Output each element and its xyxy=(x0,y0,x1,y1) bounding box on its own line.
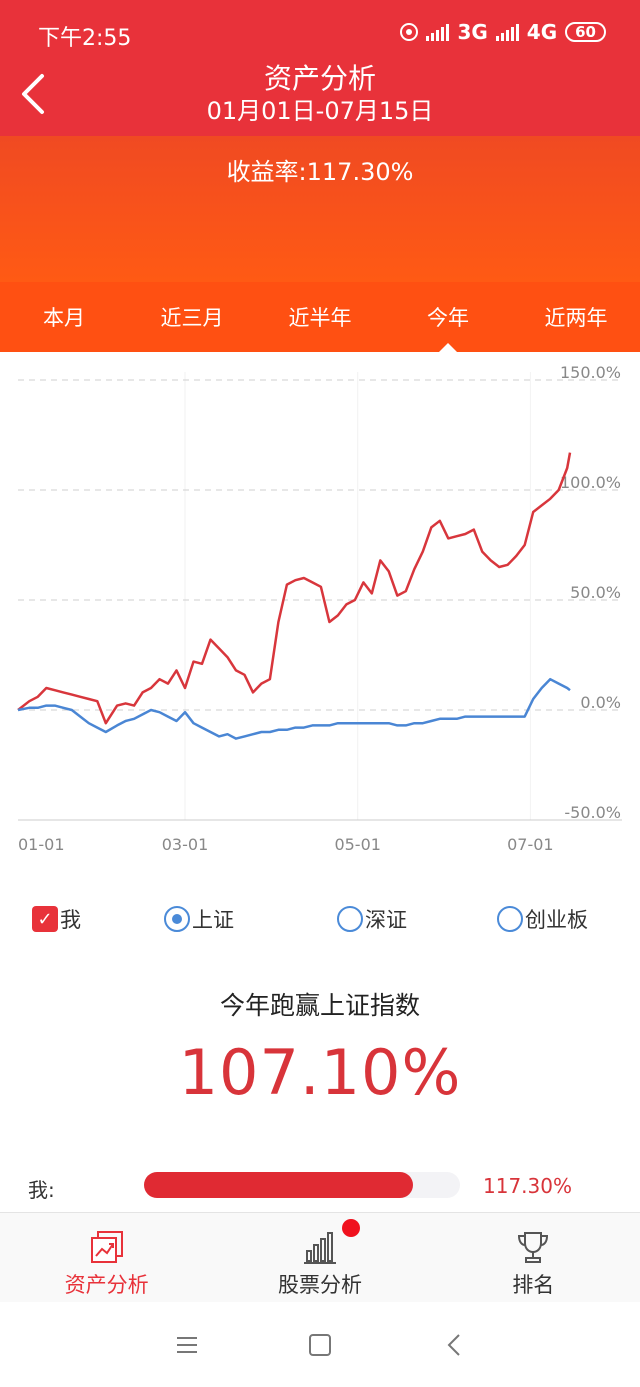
menu-icon[interactable] xyxy=(172,1330,202,1360)
status-indicators: 3G 4G 60 xyxy=(400,20,606,44)
legend-shenzhen[interactable]: 深证 xyxy=(337,904,407,934)
date-range: 01月01日-07月15日 xyxy=(206,97,434,125)
nav-ranking-label: 排名 xyxy=(512,1273,555,1297)
back-arrow-icon[interactable] xyxy=(12,68,60,116)
checkbox-checked-icon[interactable]: ✓ xyxy=(32,906,58,932)
nav-asset-analysis-label: 资产分析 xyxy=(64,1273,149,1297)
compare-bar-track xyxy=(144,1172,460,1198)
legend-chinext-label: 创业板 xyxy=(525,908,588,932)
tab-two-years[interactable]: 近两年 xyxy=(544,306,608,330)
legend-me[interactable]: ✓ 我 xyxy=(32,904,81,934)
beat-index-value: 107.10% xyxy=(178,1036,462,1109)
tab-this-year[interactable]: 今年 xyxy=(384,282,512,353)
period-tabs: 本月 近三月 近半年 今年 近两年 xyxy=(0,282,640,353)
bar-chart-icon xyxy=(303,1232,336,1264)
y-tick-label: 150.0% xyxy=(560,363,621,382)
return-summary: 收益率:117.30% xyxy=(0,136,640,282)
compare-bar-fill xyxy=(144,1172,413,1198)
return-chart-svg: 150.0% 100.0% 50.0% 0.0% -50.0% 01-01 03-01 05-… xyxy=(17,363,622,854)
nav-ranking[interactable]: 排名 xyxy=(427,1213,640,1302)
home-icon[interactable] xyxy=(305,1330,335,1360)
status-bar: 下午2:55 3G 4G 60 xyxy=(0,0,640,62)
network-4g-label: 4G xyxy=(526,20,558,44)
tab-half-year[interactable]: 近半年 xyxy=(288,306,352,330)
back-icon[interactable] xyxy=(440,1330,470,1360)
beat-index-label: 今年跑赢上证指数 xyxy=(219,991,420,1020)
signal-icon-2 xyxy=(495,23,519,41)
legend-chinext[interactable]: 创业板 xyxy=(497,904,588,934)
return-chart: 150.0% 100.0% 50.0% 0.0% -50.0% 01-01 03-01 05-… xyxy=(0,352,640,872)
nav-stock-analysis[interactable]: 股票分析 xyxy=(213,1213,426,1302)
signal-icon xyxy=(426,23,450,41)
asset-chart-icon xyxy=(90,1231,123,1263)
nav-stock-analysis-label: 股票分析 xyxy=(277,1273,362,1297)
trophy-icon xyxy=(518,1232,549,1263)
radio-unchecked-icon[interactable] xyxy=(337,906,363,932)
y-tick-label: 50.0% xyxy=(570,583,621,602)
y-tick-label: -50.0% xyxy=(564,803,621,822)
chart-legend: ✓ 我 上证 深证 创业板 xyxy=(0,896,640,940)
y-tick-label: 0.0% xyxy=(580,693,621,712)
legend-shanghai-label: 上证 xyxy=(192,908,234,932)
compare-value: 117.30% xyxy=(483,1174,572,1198)
battery-indicator: 60 xyxy=(565,22,606,42)
x-tick-label: 03-01 xyxy=(162,835,209,854)
legend-me-label: 我 xyxy=(60,908,81,932)
title-bar: 资产分析 01月01日-07月15日 xyxy=(0,62,640,136)
nav-asset-analysis[interactable]: 资产分析 xyxy=(0,1213,213,1302)
legend-shanghai[interactable]: 上证 xyxy=(164,904,234,934)
return-rate: 收益率:117.30% xyxy=(226,158,414,186)
compare-label: 我: xyxy=(28,1178,55,1202)
series-line-me xyxy=(17,452,572,725)
radio-checked-icon[interactable] xyxy=(164,906,190,932)
x-tick-label: 01-01 xyxy=(18,835,65,854)
page-title: 资产分析 xyxy=(263,62,376,95)
hotspot-icon xyxy=(400,23,419,41)
system-nav-bar xyxy=(0,1302,640,1387)
tab-three-months[interactable]: 近三月 xyxy=(160,306,224,330)
compare-row-me: 我: 117.30% xyxy=(0,1168,640,1204)
bottom-nav: 资产分析 股票分析 排名 xyxy=(0,1212,640,1302)
x-tick-label: 05-01 xyxy=(334,835,381,854)
status-time: 下午2:55 xyxy=(38,26,132,51)
legend-shenzhen-label: 深证 xyxy=(365,908,407,932)
notification-badge xyxy=(342,1219,360,1237)
x-tick-label: 07-01 xyxy=(507,835,554,854)
network-3g-label: 3G xyxy=(457,20,488,44)
series-line-shanghai xyxy=(17,677,571,740)
tab-this-month[interactable]: 本月 xyxy=(43,306,85,330)
y-tick-label: 100.0% xyxy=(560,473,621,492)
radio-unchecked-icon[interactable] xyxy=(497,906,523,932)
